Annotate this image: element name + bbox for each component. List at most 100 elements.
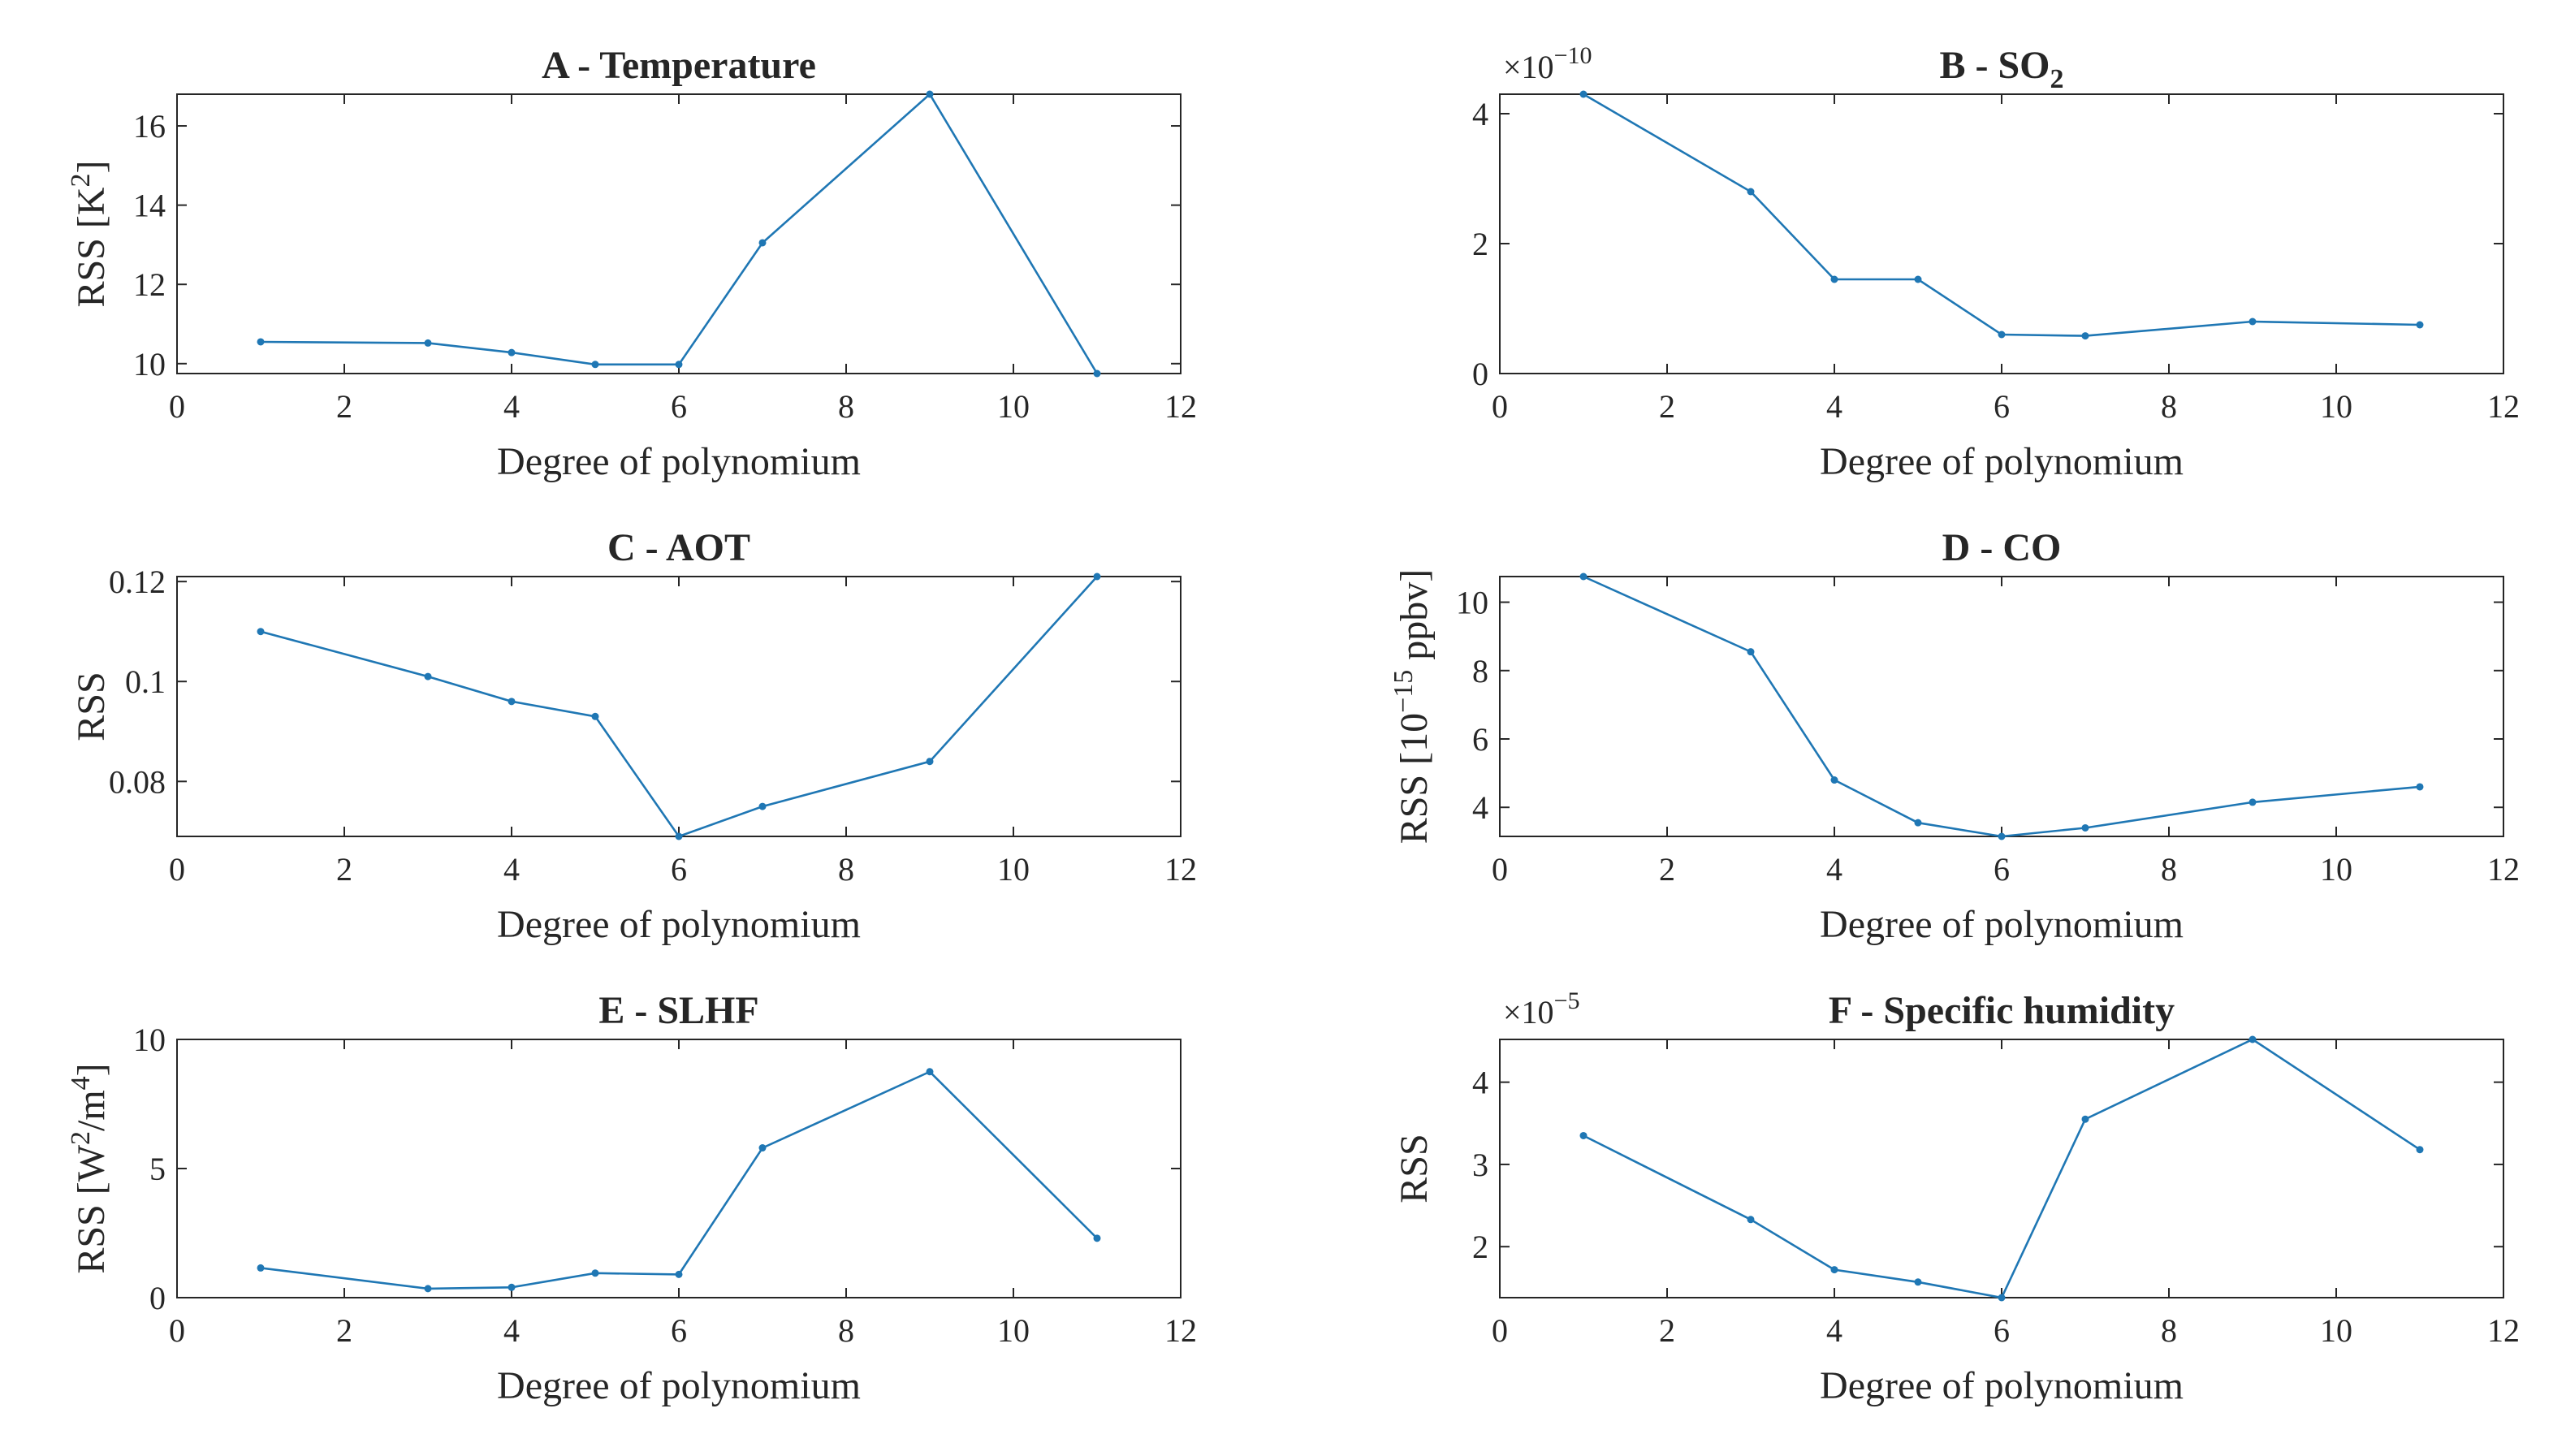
x-tick-label: 2: [336, 1312, 352, 1349]
chart-panel-2: 0 2 4 6 8 10 12 0 2 4 B - SO2 ×10−10 Degree of polyn…: [1472, 42, 2520, 483]
series-line: [260, 576, 1098, 838]
data-point: [257, 338, 265, 346]
y-tick-label: 0: [1472, 356, 1488, 392]
data-point: [675, 1270, 683, 1278]
chart-panel-1: 0 2 4 6 8 10 12 10 12 14 16 A - Temperature Degree o…: [66, 44, 1197, 483]
data-point: [2248, 1035, 2257, 1043]
data-point: [1914, 275, 1922, 283]
axes-frame: [176, 1039, 1181, 1298]
x-tick-label: 12: [2487, 851, 2520, 888]
x-tick-label: 0: [1492, 851, 1508, 888]
x-tick-label: 12: [2487, 388, 2520, 425]
chart-panel-6: 0 2 4 6 8 10 12 2 3 4 F - Specific humidity ×10−5 De…: [1393, 987, 2520, 1407]
y-tick-label: 10: [1456, 585, 1488, 621]
x-axis-label: Degree of polynomium: [1820, 440, 2184, 483]
data-point: [2248, 318, 2257, 326]
data-point: [424, 339, 432, 347]
chart-title: D - CO: [1942, 526, 2062, 569]
x-tick-label: 4: [503, 388, 520, 425]
x-tick-label: 0: [1492, 1312, 1508, 1349]
data-point: [1579, 90, 1588, 98]
x-tick-label: 0: [169, 388, 185, 425]
y-tick-label: 10: [133, 1022, 166, 1058]
x-tick-label: 10: [997, 388, 1030, 425]
y-tick-label: 0: [149, 1280, 166, 1316]
data-point: [1579, 572, 1588, 581]
x-tick-label: 10: [997, 851, 1030, 888]
data-point: [1998, 832, 2006, 840]
x-tick-label: 8: [838, 851, 854, 888]
axes-frame: [176, 576, 1181, 837]
x-tick-label: 12: [1164, 851, 1197, 888]
data-point: [926, 1068, 934, 1076]
x-tick-label: 4: [1826, 851, 1842, 888]
chart-title: C - AOT: [607, 526, 750, 569]
x-axis-label: Degree of polynomium: [497, 903, 861, 946]
y-tick-label: 2: [1472, 226, 1488, 262]
x-tick-label: 6: [1994, 1312, 2010, 1349]
y-tick-label: 4: [1472, 1065, 1488, 1101]
series-line: [260, 92, 1099, 374]
x-tick-label: 2: [336, 851, 352, 888]
y-tick-label: 0.12: [109, 564, 166, 600]
axis-scale-label: ×10−10: [1503, 42, 1592, 85]
x-tick-label: 12: [1164, 388, 1197, 425]
data-point: [2416, 321, 2424, 329]
chart-title: E - SLHF: [598, 989, 758, 1032]
x-tick-label: 8: [838, 388, 854, 425]
data-point: [2081, 332, 2089, 340]
y-axis-label: RSS: [70, 672, 113, 741]
x-tick-label: 6: [1994, 388, 2010, 425]
data-point: [591, 1269, 599, 1277]
chart-title: B - SO2: [1939, 44, 2063, 94]
x-tick-label: 12: [1164, 1312, 1197, 1349]
x-tick-label: 8: [2161, 1312, 2177, 1349]
x-tick-label: 6: [671, 388, 687, 425]
data-point: [1830, 776, 1838, 784]
x-tick-label: 2: [336, 388, 352, 425]
x-tick-label: 10: [997, 1312, 1030, 1349]
data-point: [508, 1283, 516, 1291]
data-point: [2416, 1146, 2424, 1154]
data-point: [424, 672, 432, 680]
data-point: [1747, 648, 1755, 656]
x-tick-label: 2: [1659, 1312, 1675, 1349]
y-tick-label: 12: [133, 266, 166, 303]
y-axis-label: RSS [10−15 ppbv]: [1389, 569, 1436, 845]
data-point: [926, 758, 934, 766]
x-axis-label: Degree of polynomium: [497, 440, 861, 483]
data-point: [508, 348, 516, 356]
data-point: [1093, 1234, 1101, 1242]
axes-frame: [176, 93, 1181, 374]
data-point: [508, 698, 516, 706]
x-tick-label: 8: [2161, 851, 2177, 888]
series-line: [1583, 575, 2421, 838]
x-tick-label: 4: [503, 1312, 520, 1349]
y-tick-label: 2: [1472, 1229, 1488, 1265]
y-axis-label: RSS [K2]: [66, 160, 113, 307]
y-tick-label: 0.1: [125, 663, 166, 700]
data-point: [2416, 783, 2424, 791]
axis-scale-label: ×10−5: [1503, 987, 1579, 1030]
data-point: [257, 628, 265, 636]
data-point: [1998, 1294, 2006, 1302]
data-point: [758, 239, 767, 247]
y-tick-label: 4: [1472, 96, 1488, 132]
y-tick-label: 16: [133, 108, 166, 145]
chart-title: F - Specific humidity: [1829, 989, 2175, 1032]
y-tick-label: 0.08: [109, 763, 166, 800]
chart-title: A - Temperature: [542, 44, 816, 87]
data-point: [1830, 1266, 1838, 1274]
x-tick-label: 0: [169, 1312, 185, 1349]
data-point: [926, 90, 934, 98]
series-line: [1583, 93, 2421, 337]
chart-panel-3: 0 2 4 6 8 10 12 0.08 0.1 0.12 C - AOT Degree of pol…: [70, 526, 1197, 946]
series-line: [1583, 1038, 2421, 1299]
data-point: [591, 361, 599, 369]
x-axis-label: Degree of polynomium: [1820, 903, 2184, 946]
y-tick-label: 4: [1472, 789, 1488, 826]
y-axis-label: RSS: [1393, 1134, 1436, 1203]
data-point: [1747, 188, 1755, 196]
data-point: [758, 1144, 767, 1152]
y-tick-label: 5: [149, 1151, 166, 1187]
